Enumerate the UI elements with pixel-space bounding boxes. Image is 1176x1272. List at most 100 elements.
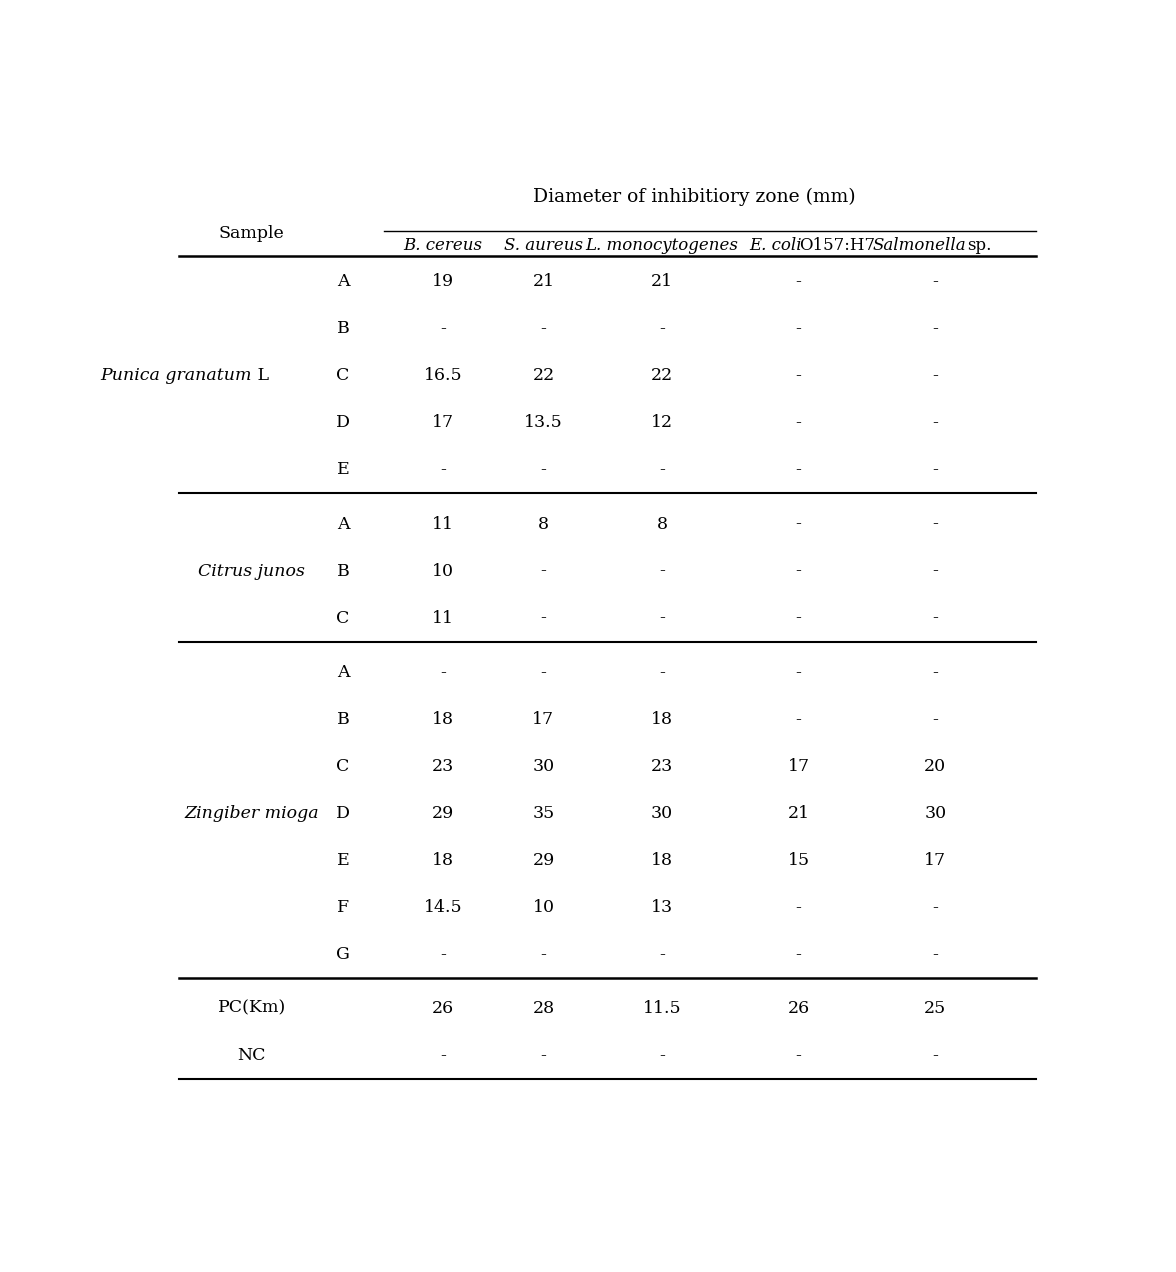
Text: -: - <box>933 562 938 580</box>
Text: -: - <box>796 664 802 681</box>
Text: L. monocytogenes: L. monocytogenes <box>586 237 739 254</box>
Text: A: A <box>336 515 349 533</box>
Text: -: - <box>541 945 547 963</box>
Text: -: - <box>796 368 802 384</box>
Text: Punica granatum: Punica granatum <box>100 368 252 384</box>
Text: 23: 23 <box>432 758 454 775</box>
Text: 12: 12 <box>650 415 673 431</box>
Text: D: D <box>336 415 350 431</box>
Text: 20: 20 <box>924 758 947 775</box>
Text: -: - <box>440 462 446 478</box>
Text: B: B <box>336 321 349 337</box>
Text: 30: 30 <box>924 805 947 822</box>
Text: 8: 8 <box>537 515 549 533</box>
Text: 13.5: 13.5 <box>524 415 563 431</box>
Text: -: - <box>659 321 664 337</box>
Text: -: - <box>796 462 802 478</box>
Text: B. cereus: B. cereus <box>403 237 482 254</box>
Text: 18: 18 <box>433 711 454 728</box>
Text: 26: 26 <box>788 1000 810 1016</box>
Text: NC: NC <box>238 1047 266 1063</box>
Text: E: E <box>336 462 349 478</box>
Text: S. aureus: S. aureus <box>505 237 583 254</box>
Text: E. coli: E. coli <box>749 237 802 254</box>
Text: C: C <box>336 609 349 627</box>
Text: -: - <box>796 1047 802 1063</box>
Text: 13: 13 <box>650 899 673 916</box>
Text: G: G <box>336 945 350 963</box>
Text: -: - <box>659 462 664 478</box>
Text: -: - <box>440 945 446 963</box>
Text: 29: 29 <box>533 852 555 869</box>
Text: PC(Km): PC(Km) <box>218 1000 286 1016</box>
Text: -: - <box>933 321 938 337</box>
Text: 21: 21 <box>533 273 555 290</box>
Text: -: - <box>933 1047 938 1063</box>
Text: -: - <box>796 609 802 627</box>
Text: 35: 35 <box>533 805 555 822</box>
Text: 28: 28 <box>533 1000 555 1016</box>
Text: -: - <box>659 1047 664 1063</box>
Text: 21: 21 <box>788 805 810 822</box>
Text: -: - <box>659 945 664 963</box>
Text: -: - <box>933 462 938 478</box>
Text: -: - <box>933 515 938 533</box>
Text: -: - <box>541 562 547 580</box>
Text: 15: 15 <box>788 852 810 869</box>
Text: -: - <box>933 945 938 963</box>
Text: 11: 11 <box>433 609 454 627</box>
Text: E: E <box>336 852 349 869</box>
Text: 21: 21 <box>650 273 673 290</box>
Text: -: - <box>796 899 802 916</box>
Text: 10: 10 <box>533 899 554 916</box>
Text: -: - <box>659 664 664 681</box>
Text: -: - <box>933 711 938 728</box>
Text: -: - <box>796 515 802 533</box>
Text: D: D <box>336 805 350 822</box>
Text: 29: 29 <box>432 805 454 822</box>
Text: 17: 17 <box>432 415 454 431</box>
Text: 30: 30 <box>650 805 673 822</box>
Text: Zingiber mioga: Zingiber mioga <box>185 805 319 822</box>
Text: -: - <box>541 609 547 627</box>
Text: -: - <box>440 321 446 337</box>
Text: Sample: Sample <box>219 225 285 242</box>
Text: C: C <box>336 368 349 384</box>
Text: -: - <box>541 1047 547 1063</box>
Text: C: C <box>336 758 349 775</box>
Text: L: L <box>252 368 269 384</box>
Text: B: B <box>336 711 349 728</box>
Text: F: F <box>336 899 349 916</box>
Text: 10: 10 <box>433 562 454 580</box>
Text: -: - <box>796 415 802 431</box>
Text: Citrus junos: Citrus junos <box>199 562 306 580</box>
Text: 18: 18 <box>652 711 673 728</box>
Text: -: - <box>659 562 664 580</box>
Text: 16.5: 16.5 <box>423 368 462 384</box>
Text: 11.5: 11.5 <box>642 1000 681 1016</box>
Text: -: - <box>933 609 938 627</box>
Text: A: A <box>336 664 349 681</box>
Text: 22: 22 <box>533 368 555 384</box>
Text: 8: 8 <box>656 515 668 533</box>
Text: -: - <box>440 1047 446 1063</box>
Text: -: - <box>440 664 446 681</box>
Text: -: - <box>796 945 802 963</box>
Text: 11: 11 <box>433 515 454 533</box>
Text: 17: 17 <box>533 711 555 728</box>
Text: -: - <box>933 415 938 431</box>
Text: 14.5: 14.5 <box>423 899 462 916</box>
Text: -: - <box>796 321 802 337</box>
Text: 19: 19 <box>432 273 454 290</box>
Text: -: - <box>796 562 802 580</box>
Text: -: - <box>541 664 547 681</box>
Text: -: - <box>541 321 547 337</box>
Text: 22: 22 <box>650 368 673 384</box>
Text: 30: 30 <box>533 758 555 775</box>
Text: -: - <box>796 273 802 290</box>
Text: 23: 23 <box>650 758 673 775</box>
Text: O157:H7: O157:H7 <box>799 237 875 254</box>
Text: -: - <box>659 609 664 627</box>
Text: 25: 25 <box>924 1000 947 1016</box>
Text: B: B <box>336 562 349 580</box>
